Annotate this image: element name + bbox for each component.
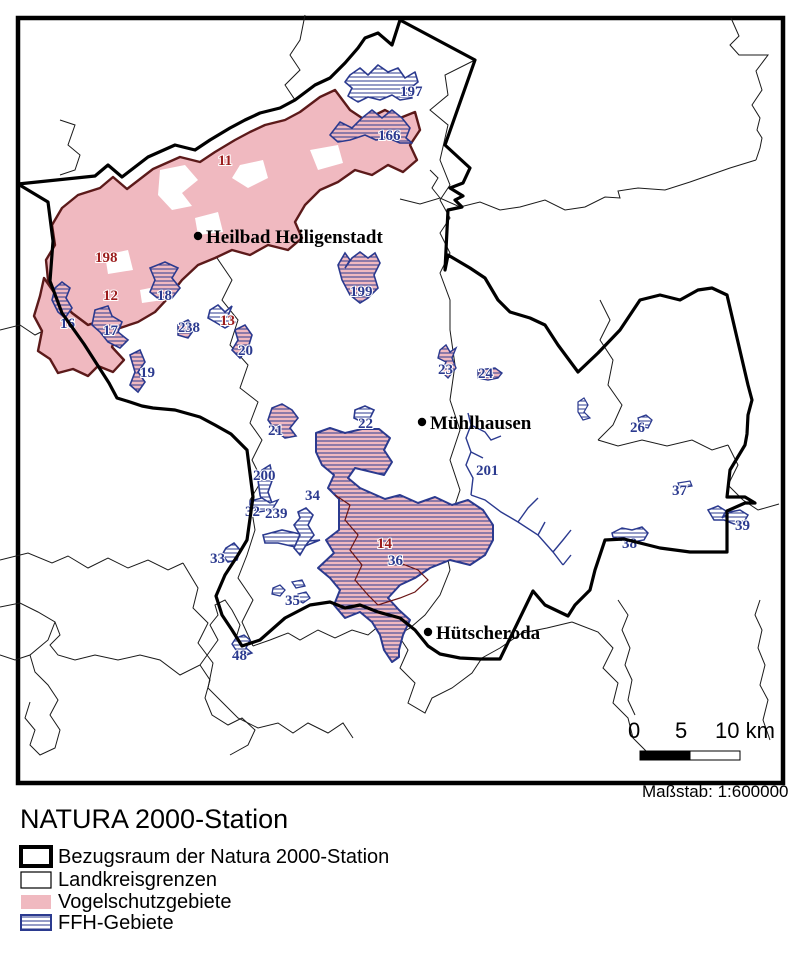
svg-text:238: 238	[178, 320, 200, 336]
svg-text:14: 14	[377, 536, 393, 552]
svg-text:NATURA 2000-Station: NATURA 2000-Station	[20, 804, 288, 834]
svg-text:FFH-Gebiete: FFH-Gebiete	[58, 912, 174, 934]
svg-text:Heilbad Heiligenstadt: Heilbad Heiligenstadt	[206, 227, 383, 248]
svg-text:10 km: 10 km	[715, 718, 775, 743]
svg-text:197: 197	[400, 84, 423, 100]
svg-text:17: 17	[103, 323, 119, 339]
svg-text:48: 48	[232, 648, 247, 664]
svg-text:19: 19	[140, 365, 155, 381]
svg-text:5: 5	[675, 718, 687, 743]
svg-text:22: 22	[358, 416, 373, 432]
svg-text:26: 26	[630, 420, 646, 436]
svg-text:18: 18	[157, 288, 172, 304]
svg-text:24: 24	[478, 366, 494, 382]
svg-text:36: 36	[388, 553, 404, 569]
svg-text:23: 23	[438, 362, 453, 378]
svg-text:39: 39	[735, 518, 750, 534]
svg-text:Landkreisgrenzen: Landkreisgrenzen	[58, 869, 217, 891]
svg-text:33: 33	[210, 551, 225, 567]
svg-text:Vogelschutzgebiete: Vogelschutzgebiete	[58, 891, 231, 913]
svg-text:35: 35	[285, 593, 300, 609]
svg-text:Mühlhausen: Mühlhausen	[430, 413, 532, 434]
svg-text:Hütscheroda: Hütscheroda	[436, 623, 541, 644]
svg-text:201: 201	[476, 463, 499, 479]
svg-text:198: 198	[95, 250, 118, 266]
svg-text:21: 21	[268, 423, 283, 439]
svg-text:239: 239	[265, 506, 288, 522]
svg-text:199: 199	[350, 284, 373, 300]
svg-text:Bezugsraum der Natura 2000-Sta: Bezugsraum der Natura 2000-Station	[58, 846, 389, 868]
svg-text:13: 13	[220, 313, 235, 329]
svg-text:12: 12	[103, 288, 118, 304]
svg-text:0: 0	[628, 718, 640, 743]
svg-text:200: 200	[253, 468, 276, 484]
svg-text:Maßstab: 1:600000: Maßstab: 1:600000	[642, 782, 788, 801]
svg-text:37: 37	[672, 483, 688, 499]
svg-text:11: 11	[218, 153, 232, 169]
svg-text:166: 166	[378, 128, 401, 144]
svg-text:20: 20	[238, 343, 253, 359]
svg-text:34: 34	[305, 488, 321, 504]
